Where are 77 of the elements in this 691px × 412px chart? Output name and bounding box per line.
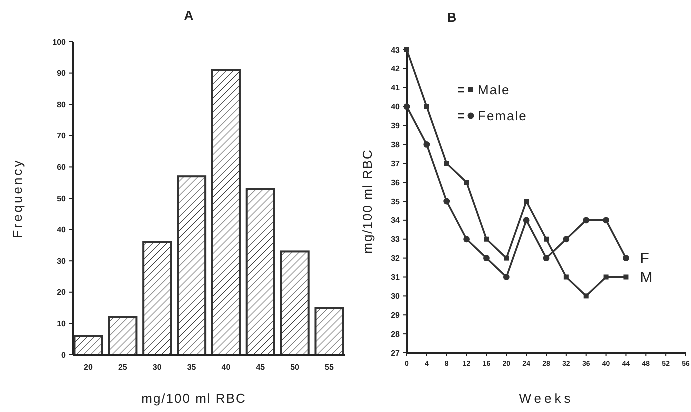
y-tick-label: 31	[391, 273, 401, 282]
y-tick-label: 30	[57, 256, 67, 266]
point	[584, 294, 589, 299]
y-tick-label: 100	[52, 38, 67, 47]
bar	[142, 241, 172, 356]
y-tick-label: 27	[391, 348, 401, 358]
x-tick-label: 30	[152, 363, 162, 372]
point	[503, 274, 510, 280]
y-tick-label: 33	[391, 235, 401, 244]
point	[564, 274, 569, 280]
x-tick-label: 55	[325, 363, 334, 372]
bar	[108, 316, 138, 356]
y-tick-label: 70	[57, 132, 67, 141]
y-axis-title: Frequency	[10, 158, 25, 238]
bar	[280, 250, 310, 356]
x-tick-label: 35	[187, 363, 197, 372]
x-tick-label: 25	[118, 363, 128, 372]
y-tick-label: 20	[57, 288, 67, 298]
chart-title: A	[184, 8, 194, 23]
y-tick-label: 42	[391, 64, 401, 74]
x-axis-title: mg/100 ml RBC	[142, 391, 246, 406]
x-axis-title: Weeks	[519, 391, 574, 406]
point	[444, 161, 450, 166]
y-tick-label: 39	[391, 122, 401, 131]
bar	[211, 69, 241, 356]
x-tick-label: 50	[290, 363, 300, 372]
legend-label: Male	[478, 82, 510, 98]
point	[464, 180, 470, 186]
point	[624, 274, 629, 280]
y-tick-label: 32	[391, 254, 401, 264]
point	[543, 255, 550, 262]
bar	[177, 176, 207, 356]
y-tick-label: 90	[57, 69, 67, 78]
point	[444, 198, 450, 205]
y-tick-label: 40	[391, 102, 401, 112]
bar	[246, 188, 276, 356]
y-tick-label: 28	[391, 330, 401, 339]
point	[424, 141, 430, 148]
bar	[74, 335, 104, 356]
point	[583, 217, 590, 224]
point	[544, 236, 549, 242]
point	[523, 217, 530, 224]
annotation: F	[640, 250, 650, 268]
x-tick-label: 45	[256, 363, 266, 372]
point	[524, 199, 530, 204]
y-tick-label: 43	[391, 46, 401, 55]
x-tick-label: 40	[222, 363, 232, 372]
y-axis-title: mg/100 ml RBC	[360, 149, 375, 254]
y-tick-label: 30	[391, 292, 401, 301]
y-tick-label: 38	[391, 140, 401, 150]
point	[623, 255, 630, 262]
bar	[314, 307, 344, 356]
y-tick-label: 50	[57, 194, 67, 204]
point	[603, 217, 610, 224]
y-tick-label: 0	[62, 350, 67, 360]
point	[464, 236, 470, 243]
chart-title: B	[447, 10, 457, 25]
y-tick-label: 34	[391, 216, 401, 226]
point	[504, 256, 510, 261]
point	[484, 255, 490, 262]
y-tick-label: 35	[391, 197, 401, 206]
point	[604, 274, 609, 280]
y-tick-label: 40	[57, 226, 67, 235]
y-tick-label: 80	[57, 100, 67, 110]
y-tick-label: 60	[57, 163, 67, 172]
y-tick-label: 10	[57, 320, 67, 328]
y-tick-label: 36	[391, 178, 401, 188]
y-tick-label: 29	[391, 310, 401, 320]
point	[404, 104, 410, 110]
y-tick-label: 37	[391, 159, 401, 168]
legend-label: Female	[478, 108, 528, 124]
point	[484, 236, 490, 242]
annotation: M	[640, 270, 653, 286]
point	[563, 236, 570, 243]
x-tick-label: 20	[84, 363, 94, 372]
point	[424, 104, 430, 110]
y-tick-label: 41	[391, 84, 401, 93]
